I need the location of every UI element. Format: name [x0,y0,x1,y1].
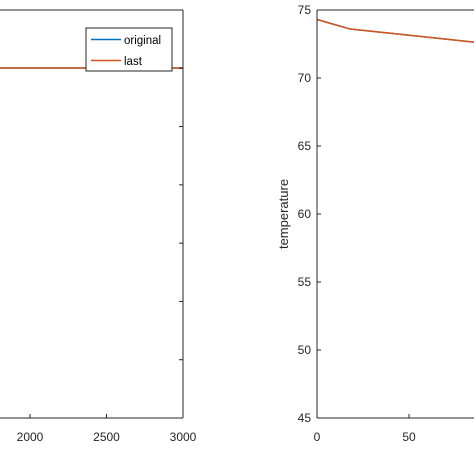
x-tick-label: 0 [314,430,321,444]
x-tick-label: 2500 [93,430,120,444]
x-tick-label: 3000 [170,430,197,444]
left-plot: 2000 2500 3000 original last [0,9,197,444]
y-tick-label: 50 [298,343,312,357]
y-tick-label: 70 [298,71,312,85]
y-tick-label: 75 [298,3,312,17]
right-y-ticks: 45 50 55 60 65 70 75 [298,3,321,425]
right-plot-area [317,10,474,418]
left-right-ticks [179,9,183,419]
x-tick-label: 50 [402,430,416,444]
y-tick-label: 45 [298,411,312,425]
x-tick-label: 2000 [17,430,44,444]
y-tick-label: 60 [298,207,312,221]
legend: original last [85,27,173,72]
legend-label-original: original [124,35,161,47]
y-tick-label: 65 [298,139,312,153]
right-series-line-1 [316,18,474,43]
right-plot: 45 50 55 60 65 70 75 0 50 temperature [276,3,474,444]
right-y-axis-label: temperature [276,179,291,249]
right-x-ticks: 0 50 [314,414,416,444]
legend-box [85,27,173,72]
left-plot-area [0,10,183,418]
left-x-ticks: 2000 2500 3000 [17,414,197,444]
right-series-lines [316,18,474,43]
legend-label-last: last [124,56,143,68]
y-tick-label: 55 [298,275,312,289]
